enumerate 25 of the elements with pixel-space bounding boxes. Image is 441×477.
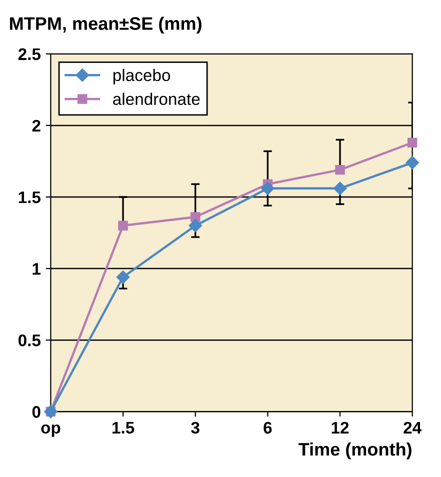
x-tick-label: 24	[404, 422, 422, 434]
y-tick-label: 0.5	[18, 334, 41, 346]
point	[118, 220, 128, 230]
point	[333, 182, 347, 196]
x-tick-label: 3	[191, 422, 200, 434]
legend-label: alendronate	[113, 92, 200, 106]
x-axis-title: Time (month)	[298, 442, 412, 460]
x-tick-label: 1.5	[112, 422, 134, 434]
chart-title: MTPM, mean±SE (mm)	[10, 16, 202, 34]
y-tick-label: 0	[32, 406, 40, 418]
point	[406, 156, 419, 170]
y-tick-label: 1.5	[18, 192, 41, 204]
y-tick-label: 1	[32, 263, 41, 275]
x-tick-label: op	[41, 424, 60, 437]
point	[407, 138, 418, 148]
y-tick-label: 2.5	[18, 48, 41, 60]
point	[116, 270, 130, 284]
legend-label: placebo	[113, 68, 170, 84]
y-tick-label: 2	[32, 120, 40, 132]
x-tick-label: 6	[264, 422, 272, 434]
point	[335, 164, 345, 175]
point	[188, 219, 202, 232]
point	[261, 182, 274, 196]
point	[190, 212, 200, 222]
x-tick-label: 12	[332, 422, 349, 434]
